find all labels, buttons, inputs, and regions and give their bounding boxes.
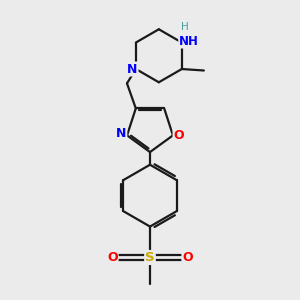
- Text: O: O: [107, 251, 118, 264]
- Text: S: S: [145, 251, 155, 264]
- Text: O: O: [173, 129, 184, 142]
- Text: NH: NH: [179, 34, 199, 48]
- Text: O: O: [182, 251, 193, 264]
- Text: N: N: [127, 62, 137, 76]
- Text: N: N: [116, 128, 126, 140]
- Text: H: H: [181, 22, 189, 32]
